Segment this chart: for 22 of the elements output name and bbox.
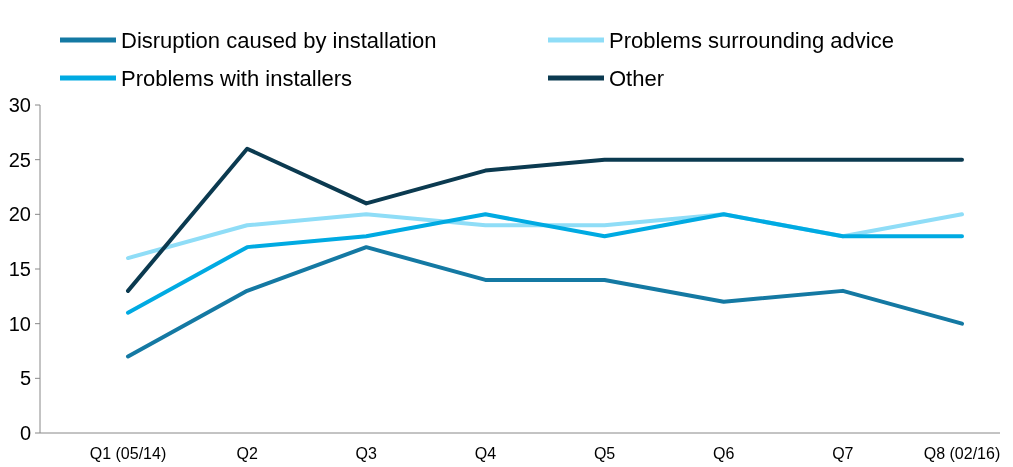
y-tick-label: 20 [8, 203, 31, 226]
x-tick-label: Q2 [236, 445, 258, 462]
legend-label: Other [609, 65, 665, 91]
y-tick-label: 30 [8, 94, 31, 116]
x-tick-label: Q4 [474, 445, 497, 462]
y-tick-label: 25 [8, 148, 31, 171]
line-series [126, 245, 964, 359]
y-tick-label: 5 [19, 367, 31, 390]
x-tick-label: Q6 [713, 445, 735, 462]
x-tick-label: Q5 [593, 445, 616, 462]
x-tick-label: Q7 [832, 445, 854, 462]
y-tick-label: 15 [8, 258, 31, 280]
x-tick-label: Q8 (02/16) [923, 445, 1001, 462]
x-tick-label: Q1 (05/14) [89, 445, 167, 462]
y-tick-label: 0 [19, 422, 31, 444]
y-tick-label: 10 [8, 312, 31, 335]
legend-label: Disruption caused by installation [121, 27, 437, 53]
x-tick-label: Q3 [355, 445, 378, 462]
legend-label: Problems surrounding advice [609, 27, 894, 53]
line-series [126, 212, 964, 315]
legend-label: Problems with installers [121, 65, 353, 91]
line-series [126, 146, 964, 293]
